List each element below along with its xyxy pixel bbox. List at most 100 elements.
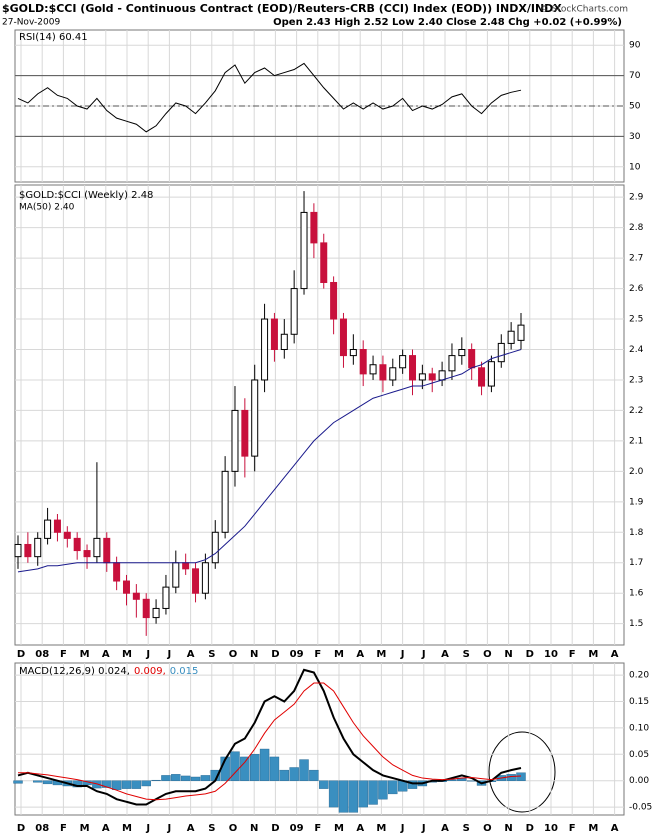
x-tick-label: D: [17, 649, 25, 660]
x-tick-label: S: [463, 823, 470, 834]
x-tick-label: M: [122, 823, 132, 834]
panel-frame: [14, 662, 625, 816]
candle-body: [418, 373, 426, 381]
y-tick-label: 90: [629, 41, 641, 51]
credit: © StockCharts.com: [540, 5, 628, 15]
candle-body: [14, 543, 22, 558]
x-tick-label: F: [60, 649, 67, 660]
histogram-bar: [33, 780, 43, 783]
histogram-bar: [328, 780, 339, 808]
y-tick-label: 0.05: [629, 750, 649, 760]
y-tick-label: 1.7: [629, 558, 643, 568]
x-tick-label: J: [145, 823, 150, 834]
x-tick-label: O: [229, 649, 238, 660]
x-tick-label: S: [463, 649, 470, 660]
candle-body: [369, 364, 377, 375]
x-tick-label: D: [526, 823, 534, 834]
x-tick-label: J: [400, 649, 405, 660]
y-tick-label: 30: [629, 132, 641, 142]
x-tick-label: M: [334, 649, 344, 660]
x-tick-label: F: [314, 823, 321, 834]
x-tick-label: J: [400, 823, 405, 834]
candle-body: [379, 364, 387, 381]
candle-body: [478, 367, 486, 387]
candle-body: [142, 598, 150, 619]
x-tick-label: 08: [35, 649, 49, 660]
candle-body: [53, 519, 61, 533]
x-tick-label: M: [80, 823, 90, 834]
candle-body: [231, 409, 239, 472]
y-tick-label: 50: [629, 102, 641, 112]
y-tick-label: -0.05: [629, 803, 652, 813]
candle-body: [34, 537, 42, 558]
x-tick-label: A: [102, 823, 110, 834]
x-tick-label: 08: [35, 823, 49, 834]
histogram-bar: [13, 780, 23, 784]
candle-body: [497, 342, 505, 363]
macd-legend: MACD(12,26,9) 0.024,: [19, 666, 130, 677]
candle-body: [280, 333, 288, 351]
x-tick-label: N: [504, 649, 512, 660]
candle-body: [83, 550, 91, 558]
x-tick-label: A: [187, 823, 195, 834]
x-tick-label: J: [421, 649, 426, 660]
candle-body: [487, 361, 495, 387]
legend-ma: MA(50) 2.40: [19, 203, 75, 213]
x-tick-label: A: [102, 649, 110, 660]
candle-body: [192, 568, 200, 594]
candle-body: [507, 330, 515, 344]
macd-legend: 0.009,: [134, 666, 166, 677]
histogram-bar: [171, 774, 181, 781]
histogram-bar: [348, 780, 359, 813]
x-tick-label: O: [483, 649, 492, 660]
x-tick-label: A: [441, 823, 449, 834]
x-tick-label: M: [588, 649, 598, 660]
candle-body: [448, 355, 456, 372]
x-tick-label: 09: [290, 823, 304, 834]
candle-body: [261, 318, 269, 381]
y-tick-label: 0.20: [629, 671, 649, 681]
x-tick-label: F: [569, 823, 576, 834]
candle-body: [132, 592, 140, 600]
histogram-bar: [92, 780, 102, 789]
candle-body: [438, 370, 446, 381]
candle-body: [330, 281, 338, 320]
ma-line: [17, 349, 522, 573]
histogram-bar: [279, 769, 289, 781]
histogram-bar: [319, 780, 329, 789]
x-tick-label: A: [441, 649, 449, 660]
candle-body: [221, 470, 229, 533]
x-tick-label: A: [611, 649, 619, 660]
candle-body: [201, 562, 209, 594]
x-tick-label: D: [17, 823, 25, 834]
histogram-bar: [42, 780, 53, 785]
histogram-bar: [259, 748, 270, 781]
candle-body: [409, 355, 417, 381]
histogram-bar: [358, 780, 368, 808]
candle-body: [93, 537, 101, 558]
candle-body: [182, 562, 190, 570]
histogram-bar: [516, 772, 526, 781]
histogram-bar: [200, 775, 211, 781]
x-tick-label: F: [60, 823, 67, 834]
x-tick-label: N: [504, 823, 512, 834]
y-tick-label: 70: [629, 71, 641, 81]
candle-body: [103, 537, 111, 564]
y-tick-label: 0.10: [629, 723, 649, 733]
x-tick-label: O: [229, 823, 238, 834]
x-tick-label: N: [250, 823, 258, 834]
candle-body: [468, 349, 476, 369]
histogram-bar: [388, 780, 398, 795]
histogram-bar: [269, 756, 280, 781]
candle-body: [428, 373, 436, 381]
histogram-bar: [230, 751, 240, 781]
histogram-bar: [180, 775, 191, 781]
signal-line: [18, 682, 522, 801]
x-tick-label: A: [611, 823, 619, 834]
annotation-circle: [488, 731, 556, 813]
y-tick-label: 1.8: [629, 528, 644, 538]
histogram-bar: [190, 776, 201, 781]
x-tick-label: A: [356, 649, 364, 660]
candle-body: [251, 379, 259, 457]
histogram-bar: [309, 769, 319, 781]
